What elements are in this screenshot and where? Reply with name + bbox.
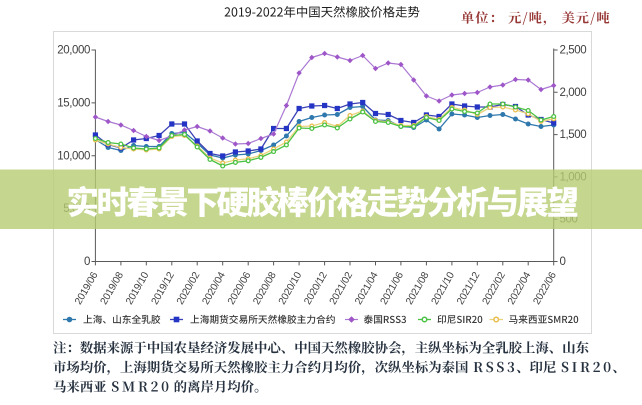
svg-text:1,500: 1,500 — [560, 129, 587, 141]
svg-text:2,500: 2,500 — [560, 45, 587, 57]
svg-text:20,000: 20,000 — [57, 45, 90, 57]
svg-text:15,000: 15,000 — [57, 97, 90, 109]
svg-text:0: 0 — [84, 256, 90, 268]
svg-text:0: 0 — [560, 256, 566, 268]
svg-text:10,000: 10,000 — [57, 150, 90, 162]
svg-text:2,000: 2,000 — [560, 87, 587, 99]
